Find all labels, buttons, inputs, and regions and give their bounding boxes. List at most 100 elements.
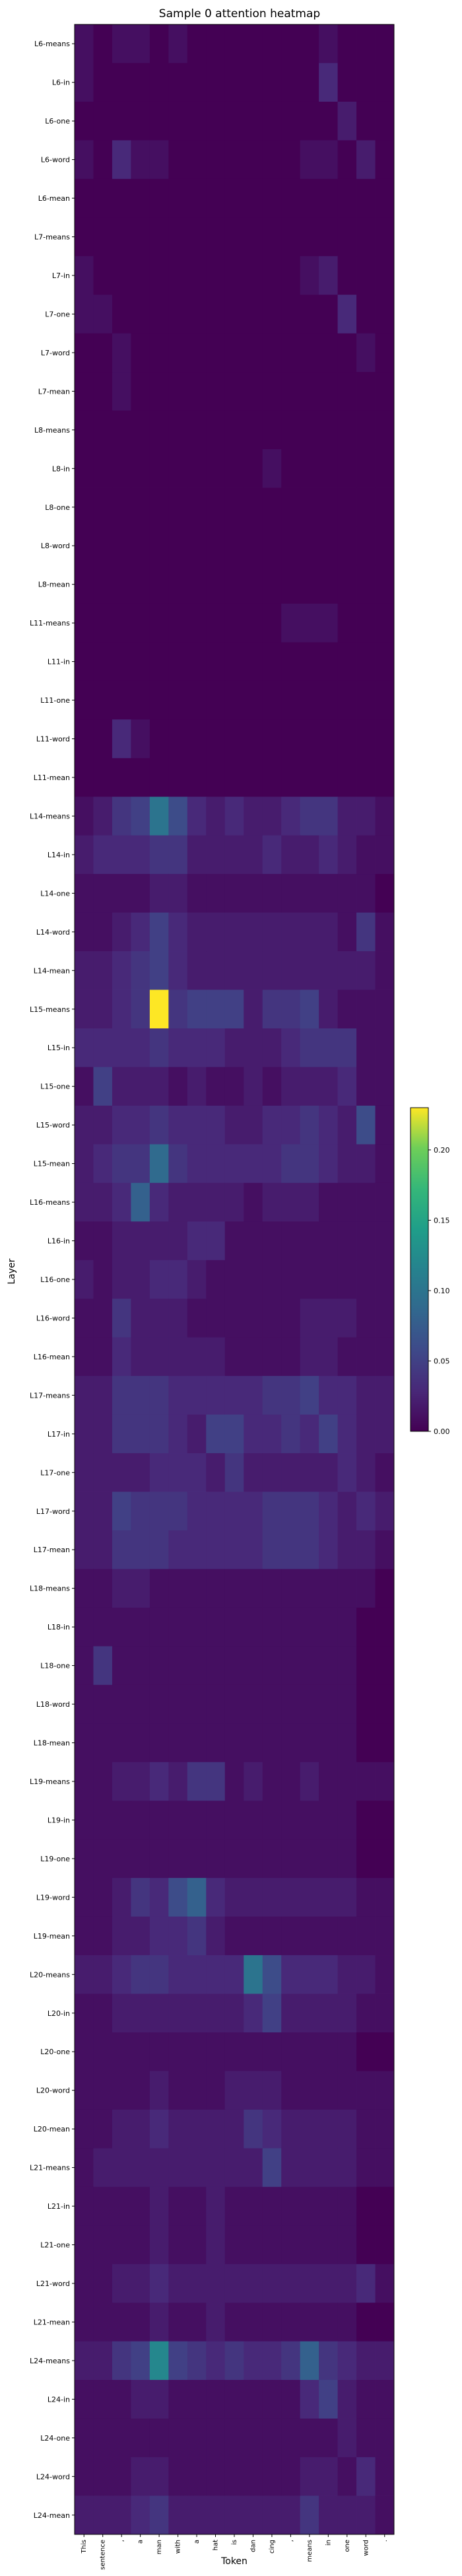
heatmap-cell [356, 2109, 376, 2149]
y-tick-label: L18-mean [34, 1739, 70, 1748]
heatmap-cell [300, 1105, 319, 1145]
heatmap-cell [224, 526, 244, 565]
heatmap-cell [75, 1067, 94, 1106]
heatmap-cell [187, 1916, 207, 1956]
heatmap-cell [319, 2341, 338, 2380]
heatmap-cell [244, 178, 263, 218]
heatmap-cell [356, 487, 376, 527]
heatmap-cell [262, 2341, 282, 2380]
heatmap-cell [168, 2303, 188, 2342]
heatmap-cell [337, 140, 357, 180]
heatmap-cell [281, 1067, 301, 1106]
heatmap-cell [281, 1569, 301, 1608]
heatmap-cell [206, 642, 226, 682]
heatmap-cell [337, 874, 357, 913]
heatmap-cell [93, 642, 113, 682]
heatmap-cell [187, 487, 207, 527]
heatmap-cell [281, 2225, 301, 2265]
heatmap-cell [375, 217, 395, 257]
heatmap-cell [224, 1684, 244, 1724]
y-tick-label: L15-in [48, 1044, 70, 1052]
heatmap-cell [337, 758, 357, 797]
heatmap-cell [93, 487, 113, 527]
heatmap-cell [168, 1144, 188, 1184]
heatmap-cell [93, 2418, 113, 2458]
heatmap-cell [356, 758, 376, 797]
heatmap-cell [281, 1839, 301, 1878]
heatmap-cell [244, 1607, 263, 1647]
heatmap-cell [168, 1646, 188, 1686]
heatmap-cell [206, 2380, 226, 2419]
heatmap-cell [281, 178, 301, 218]
heatmap-cell [93, 217, 113, 257]
heatmap-cell [375, 1801, 395, 1840]
heatmap-cell [319, 797, 338, 836]
heatmap-cell [281, 2071, 301, 2110]
y-tick-label: L19-word [36, 1893, 70, 1902]
heatmap-cell [149, 487, 169, 527]
heatmap-cell [375, 487, 395, 527]
heatmap-cell [319, 2380, 338, 2419]
heatmap-cell [224, 719, 244, 759]
heatmap-cell [262, 719, 282, 759]
y-tick-label: L16-one [40, 1275, 70, 1284]
heatmap-cell [187, 874, 207, 913]
heatmap-cell [224, 835, 244, 875]
heatmap-cell [112, 2303, 131, 2342]
heatmap-cell [112, 1839, 131, 1878]
heatmap-cell [168, 372, 188, 411]
heatmap-cell [244, 1105, 263, 1145]
x-tick-label: one [344, 2540, 351, 2552]
heatmap-cell [149, 603, 169, 643]
heatmap-cell [206, 1453, 226, 1492]
heatmap-cell [224, 2148, 244, 2188]
heatmap-cell [224, 1878, 244, 1917]
heatmap-cell [75, 101, 94, 141]
heatmap-cell [356, 2495, 376, 2535]
heatmap-cell [131, 1530, 150, 1569]
heatmap-cell [187, 372, 207, 411]
y-tick-label: L6-mean [38, 194, 70, 203]
heatmap-cell [244, 1955, 263, 1994]
heatmap-cell [375, 410, 395, 450]
heatmap-cell [75, 2457, 94, 2496]
heatmap-cell [187, 256, 207, 295]
heatmap-cell [244, 410, 263, 450]
heatmap-cell [75, 1839, 94, 1878]
heatmap-cell [112, 1530, 131, 1569]
heatmap-cell [337, 2186, 357, 2226]
heatmap-cell [337, 2032, 357, 2071]
heatmap-cell [112, 1260, 131, 1299]
x-tick-label: This [81, 2540, 88, 2554]
heatmap-cell [224, 1182, 244, 1222]
heatmap-cell [93, 333, 113, 373]
heatmap-cell [206, 874, 226, 913]
heatmap-cells [75, 24, 395, 2535]
x-tick-label: in [325, 2540, 332, 2546]
heatmap-cell [112, 63, 131, 102]
heatmap-cell [375, 1105, 395, 1145]
heatmap-cell [262, 1453, 282, 1492]
y-tick-label: L8-means [34, 426, 70, 435]
heatmap-cell [131, 603, 150, 643]
heatmap-cell [206, 63, 226, 102]
heatmap-cell [337, 1955, 357, 1994]
heatmap-cell [206, 24, 226, 63]
heatmap-cell [75, 2495, 94, 2535]
heatmap-cell [300, 874, 319, 913]
heatmap-cell [244, 63, 263, 102]
heatmap-cell [131, 1491, 150, 1531]
heatmap-cell [93, 1453, 113, 1492]
heatmap-cell [262, 912, 282, 952]
heatmap-cell [319, 526, 338, 565]
heatmap-cell [262, 1878, 282, 1917]
heatmap-cell [187, 1337, 207, 1377]
y-tick-label: L11-mean [34, 773, 70, 782]
heatmap-cell [356, 1955, 376, 1994]
heatmap-cell [244, 1144, 263, 1184]
heatmap-cell [319, 372, 338, 411]
heatmap-cell [168, 1762, 188, 1801]
heatmap-cell [149, 2341, 169, 2380]
heatmap-cell [112, 719, 131, 759]
heatmap-cell [206, 1299, 226, 1338]
